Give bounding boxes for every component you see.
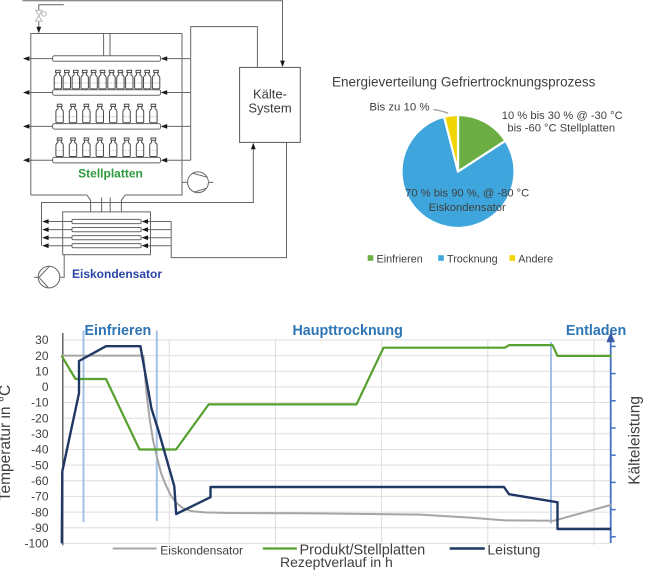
- svg-text:-60: -60: [31, 474, 49, 488]
- svg-text:Temperatur in °C: Temperatur in °C: [0, 385, 14, 501]
- svg-text:10 % bis 30 % @ -30 °C: 10 % bis 30 % @ -30 °C: [502, 110, 623, 122]
- svg-text:Eiskondensator: Eiskondensator: [160, 543, 243, 557]
- svg-text:-100: -100: [24, 537, 48, 551]
- svg-text:System: System: [248, 100, 291, 115]
- svg-text:Leistung: Leistung: [487, 542, 540, 558]
- svg-text:Andere: Andere: [518, 253, 553, 265]
- svg-text:30: 30: [35, 333, 49, 347]
- svg-text:70 % bis 90 %, @ -80 °C: 70 % bis 90 %, @ -80 °C: [405, 188, 529, 200]
- svg-text:Haupttrocknung: Haupttrocknung: [292, 323, 402, 339]
- svg-text:-10: -10: [31, 396, 49, 410]
- svg-text:Rezeptverlauf in h: Rezeptverlauf in h: [280, 554, 393, 570]
- svg-text:0: 0: [42, 380, 49, 394]
- svg-text:Produkt/Stellplatten: Produkt/Stellplatten: [300, 543, 426, 559]
- svg-text:Einfrieren: Einfrieren: [377, 253, 423, 265]
- svg-text:Bis zu 10 %: Bis zu 10 %: [369, 102, 429, 114]
- svg-text:Eiskondensator: Eiskondensator: [429, 202, 506, 214]
- svg-text:Entladen: Entladen: [566, 323, 626, 339]
- svg-text:-80: -80: [31, 505, 49, 519]
- svg-text:-30: -30: [31, 427, 49, 441]
- svg-text:-50: -50: [31, 458, 49, 472]
- svg-text:-20: -20: [31, 411, 49, 425]
- svg-text:Kälteleistung: Kälteleistung: [626, 396, 643, 485]
- svg-text:-40: -40: [31, 443, 49, 457]
- svg-text:Stellplatten: Stellplatten: [78, 167, 143, 181]
- svg-text:Trocknung: Trocknung: [447, 253, 498, 265]
- svg-text:-90: -90: [31, 521, 49, 535]
- svg-text:20: 20: [35, 349, 49, 363]
- svg-text:Energieverteilung Gefriertrock: Energieverteilung Gefriertrocknungsproze…: [332, 74, 596, 89]
- svg-text:bis -60 °C Stellplatten: bis -60 °C Stellplatten: [507, 123, 615, 135]
- svg-text:Kälte-: Kälte-: [253, 87, 287, 102]
- svg-text:Einfrieren: Einfrieren: [85, 323, 152, 339]
- svg-text:Eiskondensator: Eiskondensator: [72, 267, 162, 281]
- svg-text:-70: -70: [31, 490, 49, 504]
- svg-text:10: 10: [35, 364, 49, 378]
